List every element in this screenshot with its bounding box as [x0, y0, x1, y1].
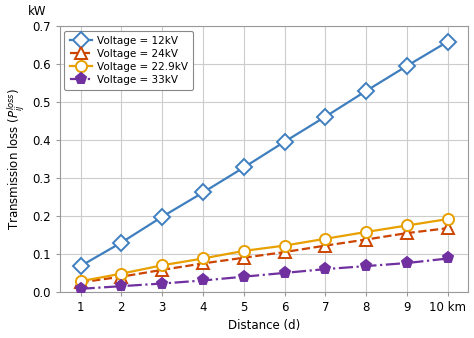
Voltage = 33kV	[241, 275, 246, 279]
Voltage = 22.9kV	[323, 237, 328, 241]
Voltage = 24kV	[159, 268, 165, 272]
Voltage = 24kV	[118, 275, 124, 279]
Line: Voltage = 24kV: Voltage = 24kV	[75, 223, 454, 288]
Voltage = 24kV	[78, 280, 83, 284]
Voltage = 24kV	[282, 250, 287, 254]
Voltage = 24kV	[364, 238, 369, 242]
X-axis label: Distance (d): Distance (d)	[228, 319, 301, 333]
Voltage = 12kV	[323, 115, 328, 119]
Voltage = 12kV	[159, 215, 165, 219]
Voltage = 33kV	[364, 264, 369, 268]
Voltage = 12kV	[241, 165, 246, 169]
Line: Voltage = 33kV: Voltage = 33kV	[75, 253, 454, 294]
Y-axis label: Transmission loss ($P^{loss}_{ij}$): Transmission loss ($P^{loss}_{ij}$)	[6, 88, 27, 230]
Voltage = 22.9kV	[445, 217, 451, 221]
Line: Voltage = 12kV: Voltage = 12kV	[75, 36, 454, 272]
Voltage = 12kV	[118, 241, 124, 245]
Voltage = 24kV	[200, 261, 206, 265]
Voltage = 24kV	[404, 231, 410, 235]
Voltage = 22.9kV	[364, 230, 369, 234]
Voltage = 33kV	[445, 257, 451, 261]
Voltage = 24kV	[241, 256, 246, 260]
Voltage = 12kV	[78, 264, 83, 268]
Voltage = 22.9kV	[200, 257, 206, 261]
Voltage = 12kV	[445, 40, 451, 44]
Voltage = 22.9kV	[282, 244, 287, 248]
Voltage = 22.9kV	[159, 263, 165, 267]
Voltage = 33kV	[404, 261, 410, 265]
Voltage = 22.9kV	[118, 272, 124, 276]
Voltage = 12kV	[364, 89, 369, 93]
Voltage = 24kV	[445, 226, 451, 230]
Voltage = 33kV	[200, 279, 206, 283]
Voltage = 33kV	[159, 282, 165, 286]
Voltage = 33kV	[118, 284, 124, 288]
Voltage = 33kV	[282, 271, 287, 275]
Voltage = 12kV	[404, 64, 410, 68]
Voltage = 33kV	[323, 267, 328, 271]
Voltage = 12kV	[282, 140, 287, 144]
Voltage = 22.9kV	[241, 249, 246, 253]
Voltage = 12kV	[200, 190, 206, 194]
Voltage = 33kV	[78, 287, 83, 291]
Line: Voltage = 22.9kV: Voltage = 22.9kV	[75, 214, 454, 287]
Voltage = 24kV	[323, 244, 328, 248]
Text: kW: kW	[27, 5, 46, 18]
Voltage = 22.9kV	[404, 223, 410, 227]
Voltage = 22.9kV	[78, 279, 83, 283]
Legend: Voltage = 12kV, Voltage = 24kV, Voltage = 22.9kV, Voltage = 33kV: Voltage = 12kV, Voltage = 24kV, Voltage …	[64, 30, 193, 90]
